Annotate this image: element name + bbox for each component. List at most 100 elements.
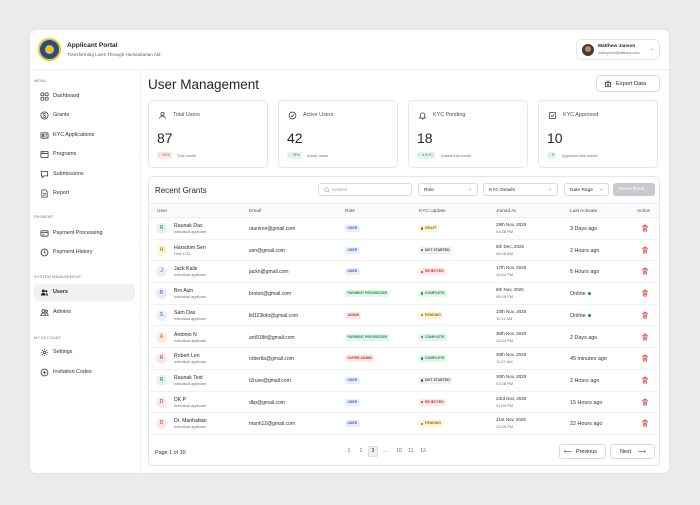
last-active: 22 Hours ago (570, 421, 602, 427)
previous-label: Previous (576, 449, 597, 455)
column-header: Last Activate (570, 209, 598, 214)
trash-icon[interactable] (641, 246, 649, 254)
user-email: manh12@gmail.com (249, 421, 295, 428)
table-row[interactable]: H Harsdom Sen Onix LTD. sen@gmail.com USER NO… (149, 240, 659, 262)
sidebar-item-submissions[interactable]: Submissions (34, 166, 135, 183)
page-button[interactable]: 2 (359, 448, 363, 454)
last-active-text: 2 Hours ago (570, 377, 600, 384)
sidebar-item-users[interactable]: Users (34, 284, 135, 301)
sidebar-item-label: Payment Processing (53, 230, 103, 236)
joined-time: 04:38 PM (496, 229, 514, 234)
stat-card-total-users: Total Users 87 ↓ 12% This month (148, 100, 268, 168)
page-button[interactable]: 1 (347, 448, 351, 454)
card-icon (40, 229, 49, 238)
trash-icon[interactable] (641, 311, 649, 319)
check-circle-icon (288, 111, 297, 120)
user-avatar: A (156, 331, 167, 343)
joined-time: 08:28 AM (496, 250, 513, 256)
page-button[interactable]: 3 (368, 446, 378, 457)
history-icon (40, 248, 49, 257)
user-name: Sam Das (174, 309, 196, 316)
page-button[interactable]: 10 (396, 448, 402, 454)
trash-icon[interactable] (641, 419, 649, 427)
user-name: Bro Asin (174, 288, 194, 295)
page-button[interactable]: 11 (408, 448, 414, 454)
user-email: dkp@gmail.com (249, 399, 285, 406)
user-menu[interactable]: Matthew Janson mateymon@afterna.com ⌄ (576, 39, 660, 60)
sidebar-item-payment-history[interactable]: Payment History (34, 244, 135, 261)
user-name: DK P (174, 396, 187, 403)
joined-date: 23rd Nov, 2025 (496, 395, 527, 401)
sidebar-item-programs[interactable]: Programs (34, 146, 135, 163)
joined-date: 30th Nov, 2025 (496, 352, 527, 358)
sidebar-item-label: Submissions (53, 171, 84, 177)
app-window: Applicant Portal Transforming Lives Thro… (29, 29, 670, 474)
column-header: Joined At (496, 209, 516, 214)
previous-button[interactable]: ⟵ Previous (559, 444, 606, 459)
user-avatar: R (156, 374, 167, 386)
grid-icon (40, 92, 49, 101)
section-account: MY ACCOUNT (34, 336, 62, 340)
sidebar-item-grants[interactable]: Grants (34, 107, 135, 124)
table-row[interactable]: R Robert Len Individual applicant robertla@… (149, 348, 659, 370)
table-row[interactable]: D DK P Individual applicant dkp@gmail.com US… (149, 392, 659, 414)
table-row[interactable]: R Raunak Das Individual applicant rauniron@… (149, 218, 659, 240)
sidebar-item-invitation-codes[interactable]: Invitation Codes (34, 364, 135, 381)
chevron-down-icon: ⌄ (598, 187, 603, 192)
export-data-button[interactable]: Export Data (596, 75, 660, 92)
sidebar-item-settings[interactable]: Settings (34, 344, 135, 361)
stat-note: This month (177, 153, 197, 158)
export-label: Export Data (616, 81, 647, 87)
trash-icon[interactable] (641, 289, 649, 297)
sidebar-item-report[interactable]: Report (34, 185, 135, 202)
search-field[interactable] (318, 183, 412, 196)
trash-icon[interactable] (641, 267, 649, 275)
user-email: broton@gmail.com (249, 291, 292, 298)
next-label: Next (620, 449, 632, 455)
table-row[interactable]: B Bro Asin Individual applicant broton@gmai… (149, 283, 659, 305)
joined-date: 17th Nov, 2025 (496, 265, 527, 271)
date-range-filter[interactable]: Date Rage ⌄ (564, 183, 609, 196)
page-button[interactable]: 12 (420, 448, 426, 454)
joined-time: 11:11 AM (496, 315, 513, 321)
user-name: Harsdom Sen (174, 244, 206, 251)
avatar (582, 44, 594, 56)
user-name: Robert Len (174, 353, 200, 360)
section-payment: PAYMENT (34, 215, 54, 219)
joined-date: 30th Nov, 2025 (496, 373, 527, 379)
table-row[interactable]: J Jack Kalis Individual applicant jackn@gma… (149, 261, 659, 284)
joined-date: 21st Nov, 2025 (496, 417, 526, 423)
date-filter-value: Date Rage (570, 188, 593, 193)
table-row[interactable]: A Antonio N Individual applicant ant918it@g… (149, 327, 659, 349)
trash-icon[interactable] (641, 333, 649, 341)
search-input[interactable] (332, 186, 408, 194)
sidebar-item-label: Programs (53, 151, 77, 157)
next-button[interactable]: Next ⟶ (610, 444, 655, 459)
sidebar-item-kyc[interactable]: KYC Applications (34, 127, 135, 144)
reset-filters-button[interactable]: Reset filters (613, 183, 655, 196)
trash-icon[interactable] (641, 376, 649, 384)
kyc-filter[interactable]: KYC Details ⌄ (483, 183, 558, 196)
app-title: Applicant Portal (67, 42, 118, 49)
settings-icon (40, 348, 49, 357)
trash-icon[interactable] (641, 398, 649, 406)
sidebar: MENU Dashboard Grants KYC Applications P… (30, 70, 141, 473)
table-row[interactable]: R Raunak Test Individual applicant t2ruve@g… (149, 370, 659, 392)
recent-grants-panel: Recent Grants Role ⌄ KYC Details ⌄ Date … (148, 176, 660, 466)
trash-icon[interactable] (641, 224, 649, 232)
kyc-status-badge: PENDING (419, 311, 444, 319)
table-row[interactable]: D Dr. Manhattan Individual applicant manh12… (149, 413, 659, 435)
approved-icon (548, 111, 557, 120)
user-email: robertla@gmail.com (249, 356, 294, 363)
last-active-text: 15 Hours ago (570, 399, 603, 406)
sidebar-item-dashboard[interactable]: Dashboard (34, 88, 135, 105)
sidebar-item-payment-processing[interactable]: Payment Processing (34, 225, 135, 242)
trash-icon[interactable] (641, 354, 649, 362)
last-active: 2 Hours ago (570, 378, 599, 384)
user-type: Individual applicant (174, 381, 207, 386)
trend-badge: ↓ 12% (157, 152, 172, 159)
role-filter[interactable]: Role ⌄ (418, 183, 478, 196)
sidebar-item-admins[interactable]: Admins (34, 304, 135, 321)
table-row[interactable]: S Sam Das Individual applicant lid123kito@g… (149, 305, 659, 327)
sidebar-item-label: Grants (53, 112, 70, 118)
